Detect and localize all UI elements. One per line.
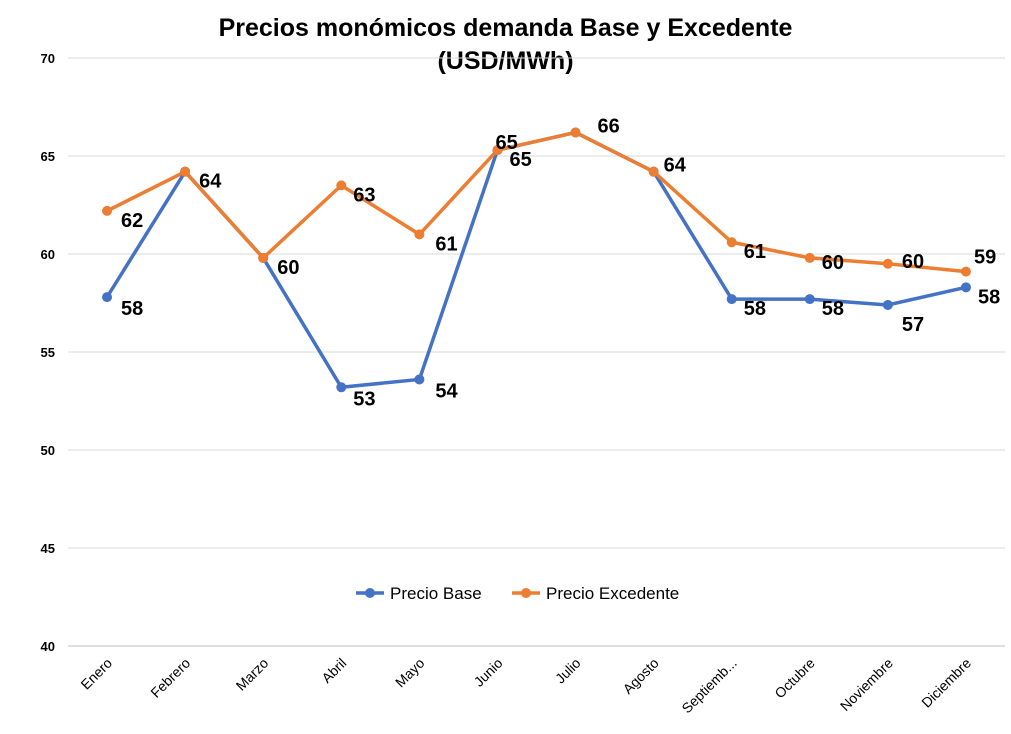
data-label: 58 — [822, 298, 844, 320]
data-point — [882, 258, 893, 269]
legend: Precio Base Precio Excedente — [356, 584, 679, 603]
data-point — [336, 382, 347, 393]
y-tick-label: 50 — [41, 443, 55, 458]
data-label: 65 — [495, 132, 517, 154]
y-tick-label: 60 — [41, 247, 55, 262]
data-label: 60 — [822, 252, 844, 274]
x-tick-label: Diciembre — [918, 655, 974, 711]
x-axis-ticks: Enero Febrero Marzo Abril Mayo Junio Julio Agos… — [77, 655, 974, 717]
data-label: 58 — [978, 286, 1000, 308]
data-point — [492, 145, 503, 156]
x-tick-label: Noviembre — [837, 655, 896, 714]
x-tick-label: Junio — [471, 655, 506, 690]
legend-swatch-marker — [521, 588, 531, 598]
legend-swatch-marker — [365, 588, 375, 598]
data-point — [960, 266, 971, 277]
data-point — [648, 166, 659, 177]
x-tick-label: Febrero — [147, 655, 193, 701]
data-label: 59 — [974, 247, 996, 269]
data-point — [258, 252, 269, 263]
data-label: 64 — [664, 155, 687, 177]
y-tick-label: 40 — [41, 639, 55, 654]
data-label: 58 — [744, 298, 766, 320]
data-point — [414, 374, 425, 385]
data-point — [102, 292, 113, 303]
data-point — [336, 180, 347, 191]
legend-label: Precio Excedente — [546, 584, 679, 603]
data-point — [882, 299, 893, 310]
series-line-1 — [106, 130, 967, 274]
data-point — [804, 294, 815, 305]
data-point — [414, 229, 425, 240]
legend-label: Precio Base — [390, 584, 482, 603]
x-tick-label: Enero — [77, 655, 115, 693]
data-label: 57 — [902, 314, 924, 336]
chart-title-line-2: (USD/MWh) — [437, 47, 574, 75]
data-label: 60 — [902, 251, 924, 273]
chart-title-line-1: Precios monómicos demanda Base y Exceden… — [218, 14, 793, 42]
x-tick-label: Octubre — [771, 655, 818, 702]
data-point — [180, 166, 191, 177]
data-label: 61 — [435, 233, 457, 255]
data-label: 64 — [199, 171, 222, 193]
gridlines — [68, 57, 1005, 647]
data-point — [726, 237, 737, 248]
data-label: 62 — [121, 210, 143, 232]
data-label: 61 — [744, 241, 766, 263]
data-point — [960, 282, 971, 293]
x-tick-label: Julio — [552, 655, 584, 687]
x-tick-label: Septiemb... — [678, 655, 739, 716]
x-tick-label: Marzo — [233, 655, 272, 694]
x-tick-label: Abril — [318, 655, 349, 686]
data-labels: 58 53 54 65 58 58 57 58 62 64 60 63 61 65 66 64 61 60 60 59 — [121, 115, 1000, 410]
y-tick-label: 55 — [41, 345, 55, 360]
data-label: 60 — [277, 257, 299, 279]
data-point — [804, 252, 815, 263]
data-point — [726, 294, 737, 305]
data-label: 66 — [598, 115, 620, 137]
y-tick-label: 45 — [41, 541, 55, 556]
data-point — [570, 127, 581, 138]
data-label: 53 — [353, 388, 375, 410]
data-label: 63 — [353, 184, 375, 206]
x-tick-label: Agosto — [620, 655, 662, 697]
series-lines — [102, 127, 971, 393]
data-point — [102, 205, 113, 216]
y-tick-label: 65 — [41, 149, 55, 164]
y-axis-ticks: 40 45 50 55 60 65 70 — [41, 51, 55, 654]
data-label: 58 — [121, 298, 143, 320]
data-label: 54 — [435, 380, 458, 402]
data-label: 65 — [509, 149, 531, 171]
y-tick-label: 70 — [41, 51, 55, 66]
x-tick-label: Mayo — [392, 655, 428, 691]
